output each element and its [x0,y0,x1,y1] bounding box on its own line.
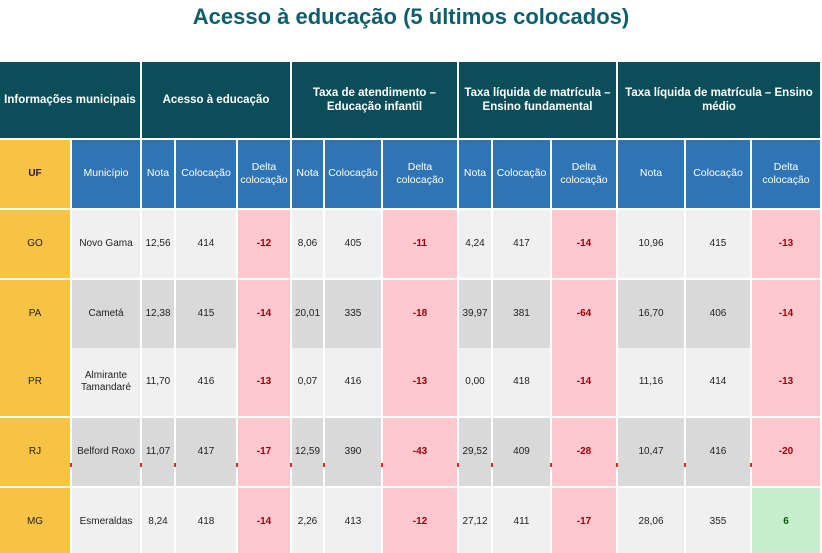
uf-cell: GO [0,210,70,278]
table-cell: -17 [238,418,290,486]
table-cell: -64 [552,280,616,348]
table-cell: -28 [552,418,616,486]
group-header: Acesso à educação [142,62,290,138]
table-cell: 418 [176,488,236,553]
column-header: UF [0,140,70,208]
table-cell: 409 [493,418,550,486]
table-cell: 405 [325,210,381,278]
table-cell: 20,01 [292,280,323,348]
column-header: Colocação [493,140,550,208]
table-cell: 411 [493,488,550,553]
table-cell: 4,24 [459,210,491,278]
table-cell: 417 [176,418,236,486]
table-cell: 11,70 [142,348,174,416]
table-cell: -13 [383,348,457,416]
table-cell: 415 [686,210,750,278]
table-cell: -14 [552,348,616,416]
table-cell: 29,52 [459,418,491,486]
table-cell: -12 [238,210,290,278]
table-cell: 417 [493,210,550,278]
table-cell: 381 [493,280,550,348]
table-cell: -13 [238,348,290,416]
column-header: Delta colocação [383,140,457,208]
uf-cell: RJ [0,418,70,486]
table-cell: Belford Roxo [72,418,140,486]
table-cell: -14 [552,210,616,278]
table-cell: 390 [325,418,381,486]
uf-cell: PA [0,280,70,348]
table-cell: 415 [176,280,236,348]
column-header: Nota [459,140,491,208]
table-cell: -13 [752,210,820,278]
group-header: Taxa líquida de matrícula – Ensino funda… [459,62,616,138]
column-header: Nota [618,140,684,208]
column-header: Delta colocação [552,140,616,208]
table-cell: -43 [383,418,457,486]
column-header: Nota [142,140,174,208]
table-cell: 0,07 [292,348,323,416]
table-cell: 335 [325,280,381,348]
table-cell: 28,06 [618,488,684,553]
table-cell: 413 [325,488,381,553]
table-cell: Novo Gama [72,210,140,278]
title: Acesso à educação (5 últimos colocados) [192,4,630,29]
table-cell: -14 [752,280,820,348]
column-header: Colocação [325,140,381,208]
table-cell: -20 [752,418,820,486]
table-cell: 8,06 [292,210,323,278]
table-cell: 8,24 [142,488,174,553]
table-cell: -14 [238,488,290,553]
column-header: Delta colocação [752,140,820,208]
table-cell: 416 [325,348,381,416]
table-cell: 12,56 [142,210,174,278]
column-header: Colocação [686,140,750,208]
table-cell: -14 [238,280,290,348]
table-cell: 27,12 [459,488,491,553]
column-header: Delta colocação [238,140,290,208]
table-cell: 11,07 [142,418,174,486]
table-cell: Almirante Tamandaré [72,348,140,416]
column-header: Colocação [176,140,236,208]
table-cell: 10,47 [618,418,684,486]
table-cell: 16,70 [618,280,684,348]
group-header: Taxa líquida de matrícula – Ensino médio [618,62,820,138]
uf-cell: PR [0,348,70,416]
group-header: Informações municipais [0,62,140,138]
table-cell: Esmeraldas [72,488,140,553]
table-cell: 6 [752,488,820,553]
table-cell: -12 [383,488,457,553]
table-cell: 10,96 [618,210,684,278]
table-cell: 39,97 [459,280,491,348]
table-cell: -17 [552,488,616,553]
table-cell: 2,26 [292,488,323,553]
table-cell: -13 [752,348,820,416]
table-cell: 12,38 [142,280,174,348]
table-cell: 414 [686,348,750,416]
table-cell: 406 [686,280,750,348]
table-cell: Cametá [72,280,140,348]
table-cell: 416 [176,348,236,416]
group-header: Taxa de atendimento – Educação infantil [292,62,457,138]
table-cell: 0,00 [459,348,491,416]
table-cell: 418 [493,348,550,416]
table-cell: 355 [686,488,750,553]
table-cell: 414 [176,210,236,278]
table-cell: 11,16 [618,348,684,416]
uf-cell: MG [0,488,70,553]
table-cell: -18 [383,280,457,348]
table-cell: 416 [686,418,750,486]
column-header: Município [72,140,140,208]
column-header: Nota [292,140,323,208]
table-cell: -11 [383,210,457,278]
table-cell: 12,59 [292,418,323,486]
